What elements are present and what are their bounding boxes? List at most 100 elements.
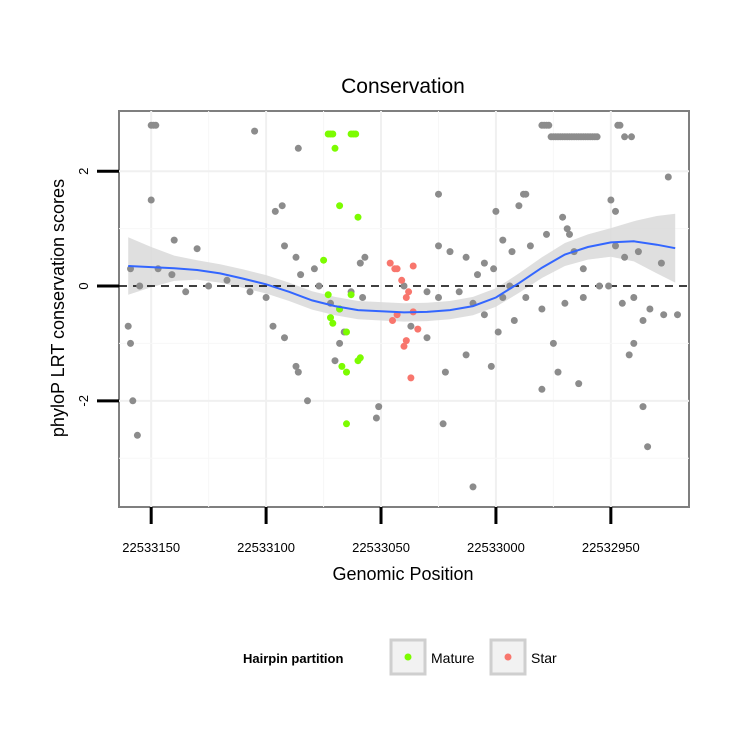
point-other — [269, 322, 277, 330]
point-mature — [343, 420, 350, 428]
point-other — [630, 339, 638, 347]
point-other — [616, 121, 624, 129]
point-other — [251, 127, 259, 135]
point-other — [634, 248, 642, 256]
point-other — [361, 253, 369, 261]
point-other — [462, 253, 470, 261]
point-other — [563, 225, 571, 233]
point-other — [549, 339, 557, 347]
point-other — [359, 294, 367, 301]
point-other — [435, 294, 442, 301]
legend-swatch-star — [504, 653, 512, 661]
point-other — [147, 196, 155, 204]
point-other — [292, 362, 300, 370]
x-tick-label: 22532950 — [582, 540, 640, 555]
point-other — [262, 294, 270, 301]
legend-label-star: Star — [531, 650, 557, 666]
legend-key-mature — [389, 638, 427, 676]
point-other — [494, 328, 502, 336]
point-other — [136, 282, 144, 290]
point-other — [455, 288, 463, 296]
point-star — [386, 259, 394, 267]
point-other — [474, 271, 481, 279]
y-axis-title: phyloP LRT conservation scores — [48, 179, 68, 437]
point-other — [152, 121, 160, 129]
point-other — [490, 265, 498, 273]
point-other — [435, 190, 442, 198]
point-other — [278, 202, 286, 210]
point-other — [639, 403, 647, 411]
point-other — [618, 299, 626, 307]
smooth-line — [128, 240, 676, 314]
point-other — [407, 322, 415, 330]
smooth-curve — [128, 240, 676, 314]
point-mature — [329, 130, 337, 138]
point-other — [526, 242, 534, 250]
point-mature — [352, 130, 360, 138]
point-other — [559, 213, 567, 221]
chart-title: Conservation — [341, 75, 465, 98]
point-other — [336, 339, 344, 347]
point-other — [294, 368, 302, 376]
point-other — [628, 133, 635, 141]
point-mature — [336, 202, 344, 210]
point-star — [402, 337, 410, 345]
point-other — [193, 245, 201, 253]
point-other — [127, 339, 134, 347]
point-mature — [338, 362, 346, 370]
point-other — [375, 403, 383, 411]
point-other — [281, 334, 288, 342]
x-tick-label: 22533050 — [352, 540, 410, 555]
y-tick-label: -2 — [76, 395, 91, 407]
point-other — [294, 144, 302, 152]
point-mature — [343, 368, 350, 376]
point-other — [646, 305, 654, 313]
point-other — [499, 294, 507, 301]
point-mature — [327, 314, 334, 322]
point-other — [223, 276, 231, 284]
point-other — [492, 207, 500, 215]
point-mature — [329, 319, 337, 327]
point-star — [405, 288, 413, 296]
point-star — [407, 374, 415, 382]
point-other — [612, 207, 619, 215]
point-other — [579, 294, 587, 301]
legend-label-mature: Mature — [431, 650, 475, 666]
x-axis-ticks: 22533150 22533100 22533050 22533000 22532950 — [122, 507, 640, 555]
point-other — [297, 271, 305, 279]
point-other — [566, 230, 573, 238]
point-mature — [356, 354, 364, 362]
point-other — [515, 202, 523, 210]
point-other — [124, 322, 132, 330]
point-other — [538, 385, 546, 393]
point-other — [561, 299, 569, 307]
point-other — [435, 242, 442, 250]
point-other — [423, 288, 431, 296]
point-other — [621, 133, 629, 141]
point-other — [170, 236, 178, 244]
point-other — [522, 190, 530, 198]
y-tick-label: 0 — [76, 282, 91, 289]
point-star — [398, 276, 406, 284]
point-other — [607, 196, 615, 204]
point-other — [400, 282, 408, 290]
point-other — [660, 311, 668, 319]
point-other — [508, 248, 516, 256]
point-star — [402, 294, 410, 301]
point-other — [595, 282, 603, 290]
point-other — [612, 242, 619, 250]
point-star — [414, 325, 422, 333]
point-other — [499, 236, 507, 244]
point-other — [487, 362, 495, 370]
point-other — [621, 253, 629, 261]
point-other — [372, 414, 380, 422]
x-axis-title: Genomic Position — [332, 564, 473, 584]
x-tick-label: 22533000 — [467, 540, 525, 555]
point-other — [446, 248, 454, 256]
point-other — [315, 282, 323, 290]
point-other — [657, 259, 665, 267]
point-other — [575, 380, 583, 388]
point-other — [182, 288, 190, 296]
point-other — [579, 265, 587, 273]
point-other — [605, 282, 613, 290]
